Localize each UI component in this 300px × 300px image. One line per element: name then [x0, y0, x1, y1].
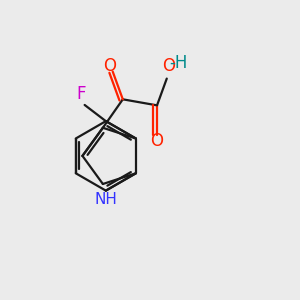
Text: O: O — [151, 132, 164, 150]
Text: F: F — [76, 85, 86, 103]
Text: -H: -H — [169, 54, 187, 72]
Text: O: O — [162, 57, 175, 75]
Text: NH: NH — [95, 192, 118, 207]
Text: O: O — [103, 57, 116, 75]
